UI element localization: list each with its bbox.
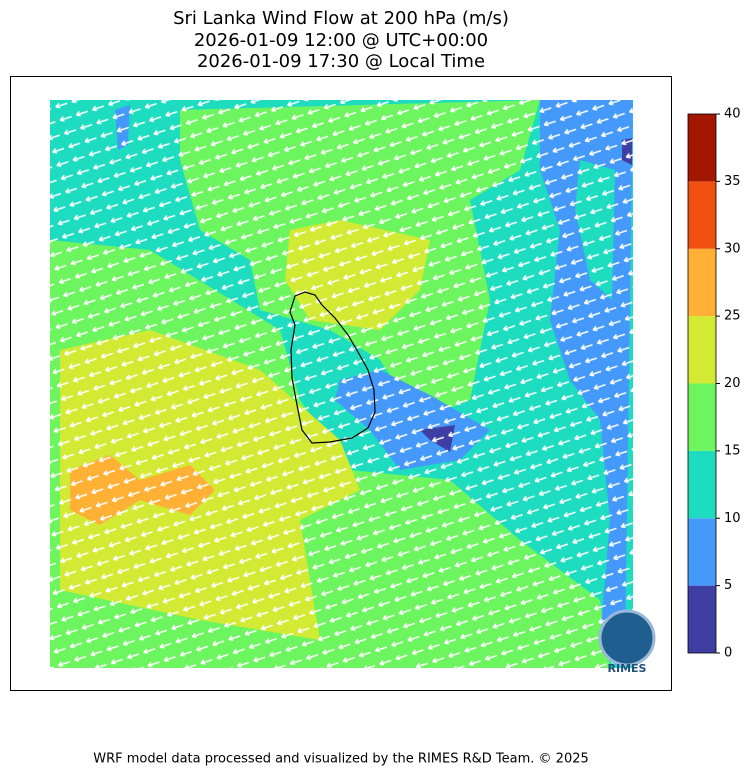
colorbar-band <box>688 585 716 653</box>
logo-badge <box>598 609 656 667</box>
colorbar-tick-label: 10 <box>724 511 741 526</box>
colorbar-band <box>688 518 716 586</box>
colorbar-tick-label: 35 <box>724 174 741 189</box>
footer: WRF model data processed and visualized … <box>93 752 589 767</box>
colorbar-tick-label: 30 <box>724 241 741 256</box>
logo-text: RIMES <box>608 662 647 675</box>
title-line: Sri Lanka Wind Flow at 200 hPa (m/s) <box>173 8 509 29</box>
colorbar-band <box>688 316 716 384</box>
wind-arrows <box>50 100 633 668</box>
colorbar-tick-label: 25 <box>724 309 741 324</box>
map-frame <box>10 76 672 691</box>
colorbar-band <box>688 181 716 249</box>
coastline <box>289 291 376 444</box>
colorbar-band <box>688 450 716 519</box>
wind-field <box>50 100 633 668</box>
colorbar-tick-label: 5 <box>724 578 732 593</box>
colorbar-tick-label: 20 <box>724 376 741 391</box>
colorbar-band <box>688 114 716 182</box>
colorbar: 0 5 10 15 20 25 30 35 40 <box>687 107 741 661</box>
colorbar-tick-label: 15 <box>724 443 741 458</box>
title-line: 2026-01-09 17:30 @ Local Time <box>197 51 485 72</box>
colorbar-band <box>688 383 716 451</box>
colorbar-tick-label: 0 <box>724 646 732 661</box>
title-line: 2026-01-09 12:00 @ UTC+00:00 <box>194 30 488 51</box>
logo: RIMES <box>598 609 656 675</box>
colorbar-band <box>688 248 716 317</box>
colorbar-tick-label: 40 <box>724 107 741 122</box>
